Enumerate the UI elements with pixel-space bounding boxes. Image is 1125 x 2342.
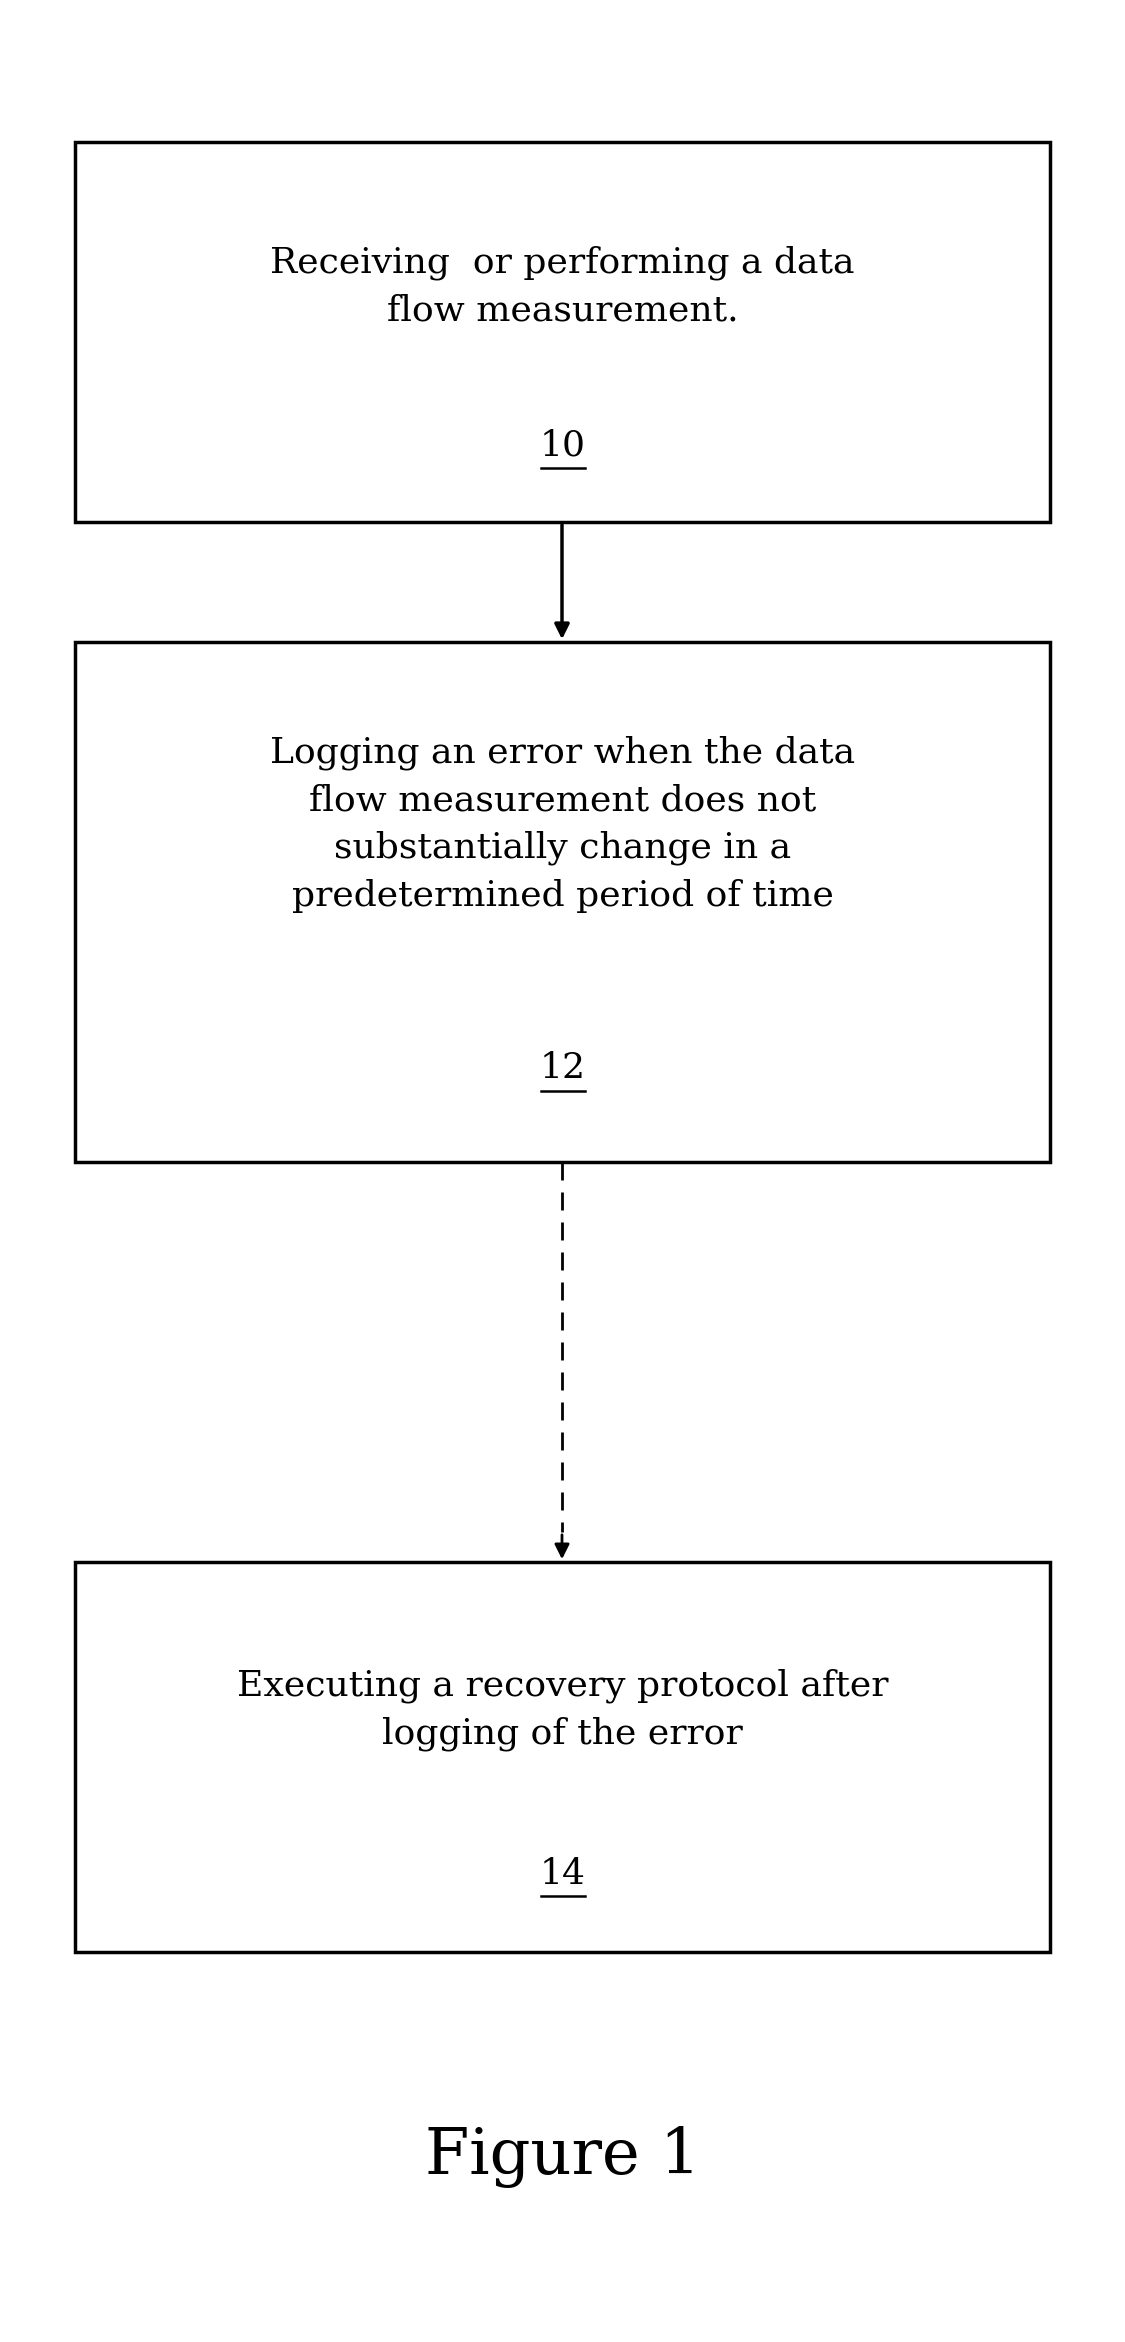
- Bar: [75, 642, 1050, 1162]
- Text: 10: 10: [540, 429, 585, 464]
- Bar: [75, 1562, 1050, 1951]
- Text: 14: 14: [540, 1857, 585, 1890]
- Bar: [75, 143, 1050, 522]
- Text: Figure 1: Figure 1: [425, 2127, 700, 2187]
- Text: Executing a recovery protocol after
logging of the error: Executing a recovery protocol after logg…: [236, 1670, 889, 1752]
- Text: Logging an error when the data
flow measurement does not
substantially change in: Logging an error when the data flow meas…: [270, 735, 855, 913]
- Text: 12: 12: [540, 1052, 585, 1084]
- Text: Receiving  or performing a data
flow measurement.: Receiving or performing a data flow meas…: [270, 246, 855, 328]
